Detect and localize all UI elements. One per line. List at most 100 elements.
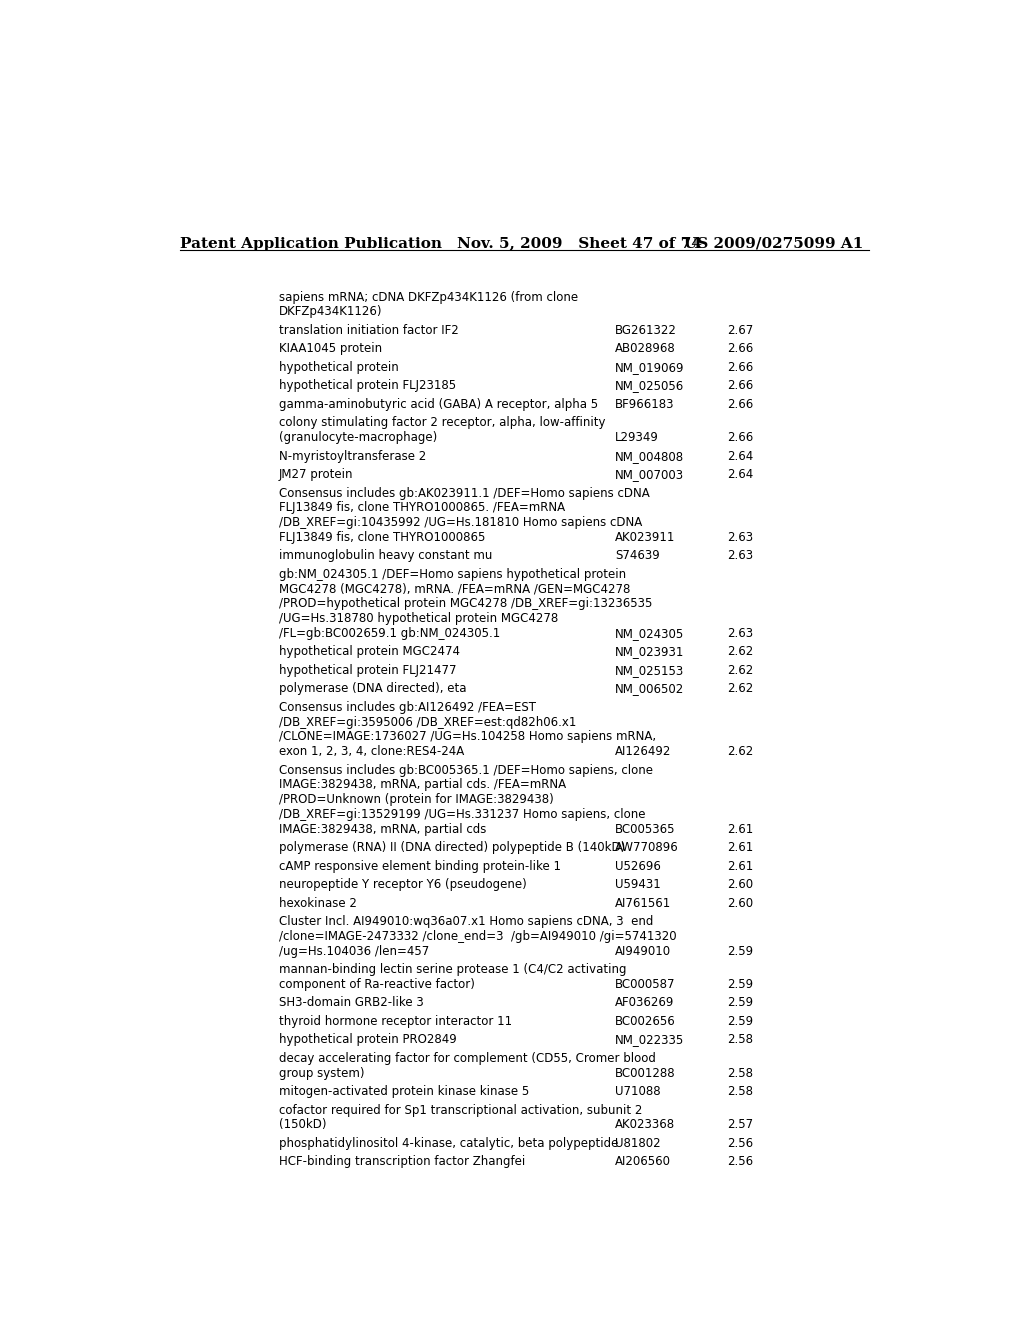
Text: NM_006502: NM_006502 [615,682,684,696]
Text: U71088: U71088 [615,1085,660,1098]
Text: Consensus includes gb:AI126492 /FEA=EST: Consensus includes gb:AI126492 /FEA=EST [279,701,536,714]
Text: Consensus includes gb:AK023911.1 /DEF=Homo sapiens cDNA: Consensus includes gb:AK023911.1 /DEF=Ho… [279,487,649,499]
Text: AF036269: AF036269 [615,997,675,1010]
Text: BC001288: BC001288 [615,1067,676,1080]
Text: L29349: L29349 [615,432,659,444]
Text: 2.62: 2.62 [727,645,754,659]
Text: /CLONE=IMAGE:1736027 /UG=Hs.104258 Homo sapiens mRNA,: /CLONE=IMAGE:1736027 /UG=Hs.104258 Homo … [279,730,656,743]
Text: /ug=Hs.104036 /len=457: /ug=Hs.104036 /len=457 [279,945,429,958]
Text: 2.60: 2.60 [727,878,754,891]
Text: AK023368: AK023368 [615,1118,676,1131]
Text: mitogen-activated protein kinase kinase 5: mitogen-activated protein kinase kinase … [279,1085,529,1098]
Text: 2.63: 2.63 [727,627,754,640]
Text: 2.66: 2.66 [727,360,754,374]
Text: (granulocyte-macrophage): (granulocyte-macrophage) [279,432,437,444]
Text: /DB_XREF=gi:13529199 /UG=Hs.331237 Homo sapiens, clone: /DB_XREF=gi:13529199 /UG=Hs.331237 Homo … [279,808,645,821]
Text: translation initiation factor IF2: translation initiation factor IF2 [279,323,459,337]
Text: IMAGE:3829438, mRNA, partial cds: IMAGE:3829438, mRNA, partial cds [279,822,486,836]
Text: US 2009/0275099 A1: US 2009/0275099 A1 [684,236,863,251]
Text: 2.66: 2.66 [727,342,754,355]
Text: /PROD=hypothetical protein MGC4278 /DB_XREF=gi:13236535: /PROD=hypothetical protein MGC4278 /DB_X… [279,598,652,610]
Text: 2.66: 2.66 [727,379,754,392]
Text: 2.61: 2.61 [727,822,754,836]
Text: AI761561: AI761561 [615,896,672,909]
Text: 2.59: 2.59 [727,945,754,958]
Text: SH3-domain GRB2-like 3: SH3-domain GRB2-like 3 [279,997,424,1010]
Text: MGC4278 (MGC4278), mRNA. /FEA=mRNA /GEN=MGC4278: MGC4278 (MGC4278), mRNA. /FEA=mRNA /GEN=… [279,582,630,595]
Text: Cluster Incl. AI949010:wq36a07.x1 Homo sapiens cDNA, 3  end: Cluster Incl. AI949010:wq36a07.x1 Homo s… [279,915,653,928]
Text: AI206560: AI206560 [615,1155,672,1168]
Text: JM27 protein: JM27 protein [279,469,353,480]
Text: /PROD=Unknown (protein for IMAGE:3829438): /PROD=Unknown (protein for IMAGE:3829438… [279,793,554,807]
Text: polymerase (DNA directed), eta: polymerase (DNA directed), eta [279,682,466,696]
Text: 2.58: 2.58 [727,1034,754,1047]
Text: 2.62: 2.62 [727,664,754,677]
Text: /DB_XREF=gi:3595006 /DB_XREF=est:qd82h06.x1: /DB_XREF=gi:3595006 /DB_XREF=est:qd82h06… [279,715,577,729]
Text: 2.60: 2.60 [727,896,754,909]
Text: 2.58: 2.58 [727,1067,754,1080]
Text: KIAA1045 protein: KIAA1045 protein [279,342,382,355]
Text: hexokinase 2: hexokinase 2 [279,896,356,909]
Text: AB028968: AB028968 [615,342,676,355]
Text: 2.61: 2.61 [727,841,754,854]
Text: 2.66: 2.66 [727,432,754,444]
Text: 2.64: 2.64 [727,469,754,480]
Text: cAMP responsive element binding protein-like 1: cAMP responsive element binding protein-… [279,859,561,873]
Text: FLJ13849 fis, clone THYRO1000865. /FEA=mRNA: FLJ13849 fis, clone THYRO1000865. /FEA=m… [279,502,565,515]
Text: 2.59: 2.59 [727,978,754,991]
Text: 2.67: 2.67 [727,323,754,337]
Text: gamma-aminobutyric acid (GABA) A receptor, alpha 5: gamma-aminobutyric acid (GABA) A recepto… [279,397,598,411]
Text: hypothetical protein: hypothetical protein [279,360,398,374]
Text: 2.59: 2.59 [727,997,754,1010]
Text: NM_019069: NM_019069 [615,360,685,374]
Text: cofactor required for Sp1 transcriptional activation, subunit 2: cofactor required for Sp1 transcriptiona… [279,1104,642,1117]
Text: NM_024305: NM_024305 [615,627,684,640]
Text: 2.57: 2.57 [727,1118,754,1131]
Text: NM_007003: NM_007003 [615,469,684,480]
Text: (150kD): (150kD) [279,1118,327,1131]
Text: 2.66: 2.66 [727,397,754,411]
Text: decay accelerating factor for complement (CD55, Cromer blood: decay accelerating factor for complement… [279,1052,655,1065]
Text: sapiens mRNA; cDNA DKFZp434K1126 (from clone: sapiens mRNA; cDNA DKFZp434K1126 (from c… [279,290,578,304]
Text: /UG=Hs.318780 hypothetical protein MGC4278: /UG=Hs.318780 hypothetical protein MGC42… [279,612,558,626]
Text: hypothetical protein FLJ23185: hypothetical protein FLJ23185 [279,379,456,392]
Text: hypothetical protein FLJ21477: hypothetical protein FLJ21477 [279,664,457,677]
Text: IMAGE:3829438, mRNA, partial cds. /FEA=mRNA: IMAGE:3829438, mRNA, partial cds. /FEA=m… [279,779,566,792]
Text: thyroid hormone receptor interactor 11: thyroid hormone receptor interactor 11 [279,1015,512,1028]
Text: Patent Application Publication: Patent Application Publication [180,236,442,251]
Text: U81802: U81802 [615,1137,660,1150]
Text: AI949010: AI949010 [615,945,672,958]
Text: AK023911: AK023911 [615,531,676,544]
Text: hypothetical protein MGC2474: hypothetical protein MGC2474 [279,645,460,659]
Text: mannan-binding lectin serine protease 1 (C4/C2 activating: mannan-binding lectin serine protease 1 … [279,964,627,977]
Text: U59431: U59431 [615,878,662,891]
Text: BF966183: BF966183 [615,397,675,411]
Text: 2.61: 2.61 [727,859,754,873]
Text: colony stimulating factor 2 receptor, alpha, low-affinity: colony stimulating factor 2 receptor, al… [279,416,605,429]
Text: U52696: U52696 [615,859,662,873]
Text: 2.62: 2.62 [727,682,754,696]
Text: Consensus includes gb:BC005365.1 /DEF=Homo sapiens, clone: Consensus includes gb:BC005365.1 /DEF=Ho… [279,764,652,776]
Text: 2.58: 2.58 [727,1085,754,1098]
Text: BC002656: BC002656 [615,1015,676,1028]
Text: 2.59: 2.59 [727,1015,754,1028]
Text: NM_022335: NM_022335 [615,1034,684,1047]
Text: NM_025153: NM_025153 [615,664,684,677]
Text: S74639: S74639 [615,549,660,562]
Text: DKFZp434K1126): DKFZp434K1126) [279,305,382,318]
Text: hypothetical protein PRO2849: hypothetical protein PRO2849 [279,1034,457,1047]
Text: 2.56: 2.56 [727,1137,754,1150]
Text: gb:NM_024305.1 /DEF=Homo sapiens hypothetical protein: gb:NM_024305.1 /DEF=Homo sapiens hypothe… [279,568,626,581]
Text: neuropeptide Y receptor Y6 (pseudogene): neuropeptide Y receptor Y6 (pseudogene) [279,878,526,891]
Text: HCF-binding transcription factor Zhangfei: HCF-binding transcription factor Zhangfe… [279,1155,525,1168]
Text: /clone=IMAGE-2473332 /clone_end=3  /gb=AI949010 /gi=5741320: /clone=IMAGE-2473332 /clone_end=3 /gb=AI… [279,931,677,942]
Text: NM_023931: NM_023931 [615,645,685,659]
Text: NM_025056: NM_025056 [615,379,684,392]
Text: BC005365: BC005365 [615,822,676,836]
Text: component of Ra-reactive factor): component of Ra-reactive factor) [279,978,475,991]
Text: exon 1, 2, 3, 4, clone:RES4-24A: exon 1, 2, 3, 4, clone:RES4-24A [279,746,464,758]
Text: /FL=gb:BC002659.1 gb:NM_024305.1: /FL=gb:BC002659.1 gb:NM_024305.1 [279,627,500,640]
Text: polymerase (RNA) II (DNA directed) polypeptide B (140kD): polymerase (RNA) II (DNA directed) polyp… [279,841,625,854]
Text: group system): group system) [279,1067,365,1080]
Text: BG261322: BG261322 [615,323,677,337]
